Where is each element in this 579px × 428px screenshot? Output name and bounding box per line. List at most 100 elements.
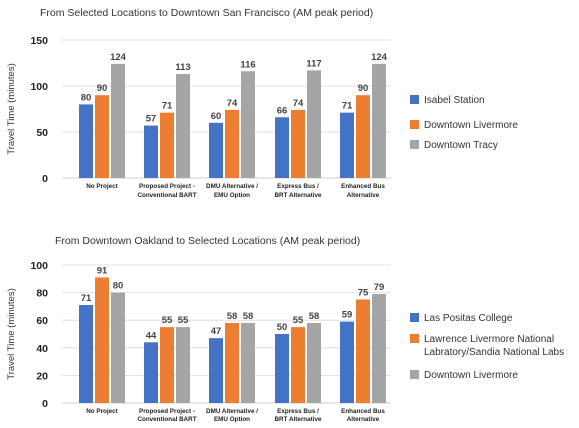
bar	[340, 112, 354, 178]
data-label: 90	[97, 83, 108, 94]
bar	[79, 305, 93, 403]
data-label: 79	[374, 282, 385, 293]
bar	[95, 95, 109, 178]
data-label: 74	[227, 98, 238, 109]
bar	[95, 277, 109, 403]
legend-swatch	[410, 370, 419, 379]
data-label: 55	[162, 315, 173, 326]
data-label: 57	[146, 114, 157, 125]
data-label: 75	[358, 288, 369, 299]
bar	[340, 321, 354, 403]
data-label: 124	[371, 52, 388, 63]
y-axis-label: Travel Time (minutes)	[6, 288, 17, 380]
bar	[241, 71, 255, 178]
category-label: BRT Alternative	[274, 416, 322, 423]
data-label: 80	[81, 92, 92, 103]
bar	[372, 63, 386, 178]
bar	[372, 293, 386, 403]
chart-title: From Downtown Oakland to Selected Locati…	[55, 235, 360, 247]
category-label: Express Bus /	[277, 408, 319, 415]
bar	[209, 122, 223, 178]
bar	[209, 338, 223, 403]
y-tick-label: 40	[36, 343, 48, 355]
y-tick-label: 100	[30, 260, 48, 272]
y-tick-label: 0	[42, 173, 48, 185]
y-tick-label: 100	[30, 81, 48, 93]
category-label: Proposed Project -	[139, 183, 195, 190]
category-label: Enhanced Bus	[341, 183, 385, 190]
category-label: DMU Alternative /	[206, 183, 258, 190]
bar	[291, 327, 305, 403]
bar	[356, 95, 370, 178]
category-label: Alternative	[347, 416, 380, 423]
y-tick-label: 0	[42, 398, 48, 410]
data-label: 117	[306, 58, 321, 69]
legend-label: Downtown Tracy	[424, 140, 498, 151]
data-label: 58	[243, 311, 254, 322]
chart-title: From Selected Locations to Downtown San …	[40, 7, 373, 19]
bar	[307, 322, 321, 403]
data-label: 58	[227, 311, 238, 322]
category-label: Proposed Project -	[139, 408, 195, 415]
chart-1: From Selected Locations to Downtown San …	[6, 7, 518, 199]
legend-label: Downtown Livermore	[424, 120, 518, 131]
data-label: 66	[277, 105, 288, 116]
data-label: 55	[293, 315, 304, 326]
bar	[176, 74, 190, 178]
data-label: 113	[175, 62, 190, 73]
category-label: EMU Option	[214, 416, 250, 423]
category-label: Conventional BART	[137, 192, 196, 199]
data-label: 60	[211, 111, 222, 122]
bar	[356, 299, 370, 403]
data-label: 71	[162, 101, 173, 112]
data-label: 91	[97, 265, 108, 276]
chart-2: From Downtown Oakland to Selected Locati…	[6, 235, 564, 423]
legend-label: Las Positas College	[424, 313, 513, 324]
y-tick-label: 50	[36, 127, 48, 139]
bar	[291, 109, 305, 178]
y-axis-label: Travel Time (minutes)	[6, 63, 17, 155]
bar	[307, 70, 321, 178]
legend-label: Labratory/Sandia National Labs	[424, 347, 564, 358]
data-label: 74	[293, 98, 304, 109]
data-label: 90	[358, 83, 369, 94]
data-label: 71	[342, 101, 353, 112]
bar	[144, 125, 158, 178]
bar	[275, 334, 289, 403]
category-label: Conventional BART	[137, 416, 196, 423]
data-label: 47	[211, 326, 222, 337]
bar	[111, 292, 125, 403]
data-label: 58	[309, 311, 320, 322]
bar	[241, 322, 255, 403]
legend-label: Isabel Station	[424, 95, 485, 106]
bar	[275, 117, 289, 178]
bar	[144, 342, 158, 403]
category-label: No Project	[86, 408, 118, 415]
legend-swatch	[410, 95, 419, 104]
data-label: 124	[110, 52, 127, 63]
bar	[225, 322, 239, 403]
legend-swatch	[410, 313, 419, 322]
y-tick-label: 80	[36, 288, 48, 300]
bar	[111, 63, 125, 178]
data-label: 71	[81, 293, 92, 304]
bar	[160, 112, 174, 178]
y-tick-label: 20	[36, 370, 48, 382]
data-label: 44	[146, 330, 157, 341]
bar	[160, 327, 174, 403]
legend-swatch	[410, 140, 419, 149]
category-label: EMU Option	[214, 192, 250, 199]
category-label: Alternative	[347, 192, 380, 199]
data-label: 50	[277, 322, 288, 333]
category-label: No Project	[86, 183, 118, 190]
data-label: 55	[178, 315, 189, 326]
category-label: Enhanced Bus	[341, 408, 385, 415]
y-tick-label: 60	[36, 315, 48, 327]
data-label: 59	[342, 310, 353, 321]
data-label: 80	[113, 281, 124, 292]
category-label: DMU Alternative /	[206, 408, 258, 415]
data-label: 116	[240, 59, 255, 70]
category-label: BRT Alternative	[274, 192, 322, 199]
legend-swatch	[410, 334, 419, 343]
